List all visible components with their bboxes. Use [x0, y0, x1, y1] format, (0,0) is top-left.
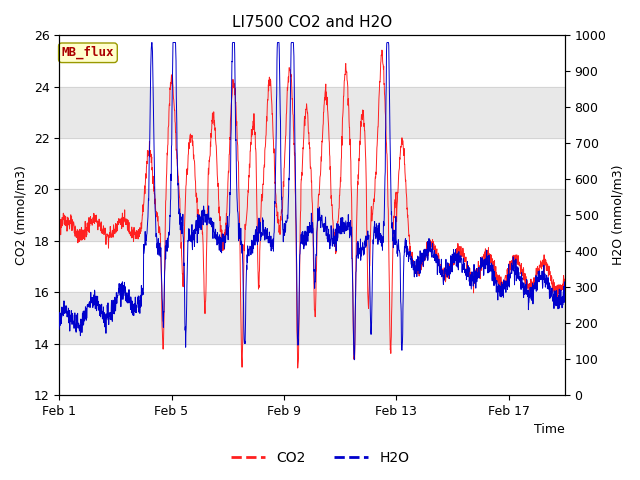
Bar	[59, 292, 565, 344]
Y-axis label: CO2 (mmol/m3): CO2 (mmol/m3)	[15, 165, 28, 265]
Title: LI7500 CO2 and H2O: LI7500 CO2 and H2O	[232, 15, 392, 30]
X-axis label: Time: Time	[534, 423, 565, 436]
Bar	[59, 190, 565, 241]
Text: MB_flux: MB_flux	[61, 46, 114, 60]
Y-axis label: H2O (mmol/m3): H2O (mmol/m3)	[612, 165, 625, 265]
Bar	[59, 87, 565, 138]
Legend: CO2, H2O: CO2, H2O	[225, 445, 415, 471]
